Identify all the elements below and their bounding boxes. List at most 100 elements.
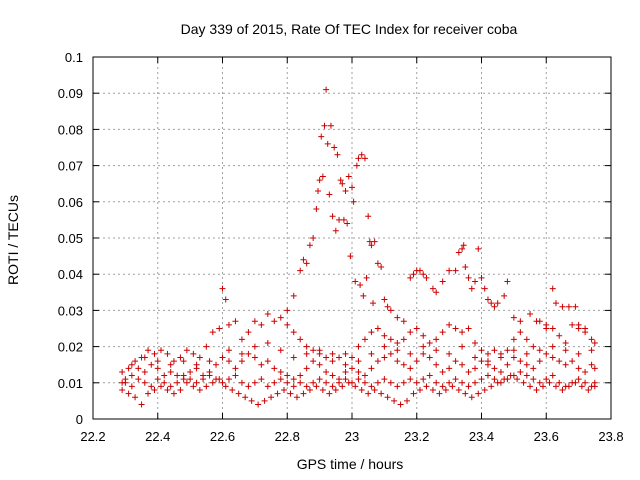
data-point-band-base: [342, 376, 349, 383]
data-point-band-base: [213, 376, 220, 383]
data-point-band-middle: [400, 361, 407, 368]
data-point-band-middle: [588, 361, 595, 368]
y-tick-label: 0.03: [58, 303, 83, 318]
data-point-main-track: [316, 177, 323, 184]
data-point-band-base: [433, 379, 440, 386]
data-point-band-upper: [575, 325, 582, 332]
data-point-main-track: [423, 274, 430, 281]
data-point-band-lower: [527, 383, 534, 390]
data-point-band-middle: [329, 372, 336, 379]
data-point-band-lower: [235, 390, 242, 397]
data-point-main-track: [303, 260, 310, 267]
data-point-band-base: [329, 383, 336, 390]
data-point-band-base: [400, 379, 407, 386]
data-point-band-base: [141, 379, 148, 386]
data-point-main-track: [370, 300, 377, 307]
data-point-band-base: [588, 383, 595, 390]
data-point-main-track: [324, 140, 331, 147]
data-point-band-upper: [209, 329, 216, 336]
data-point-band-mid-high: [484, 358, 491, 365]
data-point-main-track: [472, 278, 479, 285]
y-tick-label: 0.01: [58, 376, 83, 391]
data-point-band-middle: [549, 354, 556, 361]
data-point-band-mid-high: [206, 358, 213, 365]
data-point-main-track: [478, 274, 485, 281]
data-point-band-base: [316, 376, 323, 383]
data-point-band-middle: [258, 361, 265, 368]
x-tick-label: 23.4: [469, 429, 494, 444]
data-point-band-upper: [413, 325, 420, 332]
data-point-main-track: [504, 278, 511, 285]
data-point-band-upper: [164, 350, 171, 357]
data-point-band-middle: [582, 368, 589, 375]
data-point-main-track: [394, 314, 401, 321]
data-point-band-base: [174, 379, 181, 386]
data-point-band-lower: [365, 390, 372, 397]
data-point-band-base: [258, 376, 265, 383]
data-point-band-base: [148, 383, 155, 390]
data-point-band-upper: [484, 350, 491, 357]
y-tick-label: 0.1: [65, 50, 83, 65]
data-point-main-track: [527, 311, 534, 318]
data-point-band-middle: [303, 365, 310, 372]
data-point-band-upper: [368, 329, 375, 336]
data-point-band-lower: [514, 376, 521, 383]
data-point-band-middle: [141, 368, 148, 375]
data-point-band-middle: [213, 361, 220, 368]
data-point-band-base: [355, 376, 362, 383]
data-point-band-base: [361, 379, 368, 386]
data-point-band-middle: [135, 365, 142, 372]
data-point-band-base: [523, 372, 530, 379]
data-point-band-mid-high: [303, 350, 310, 357]
data-point-main-track: [460, 242, 467, 249]
data-point-band-mid-high: [536, 347, 543, 354]
x-tick-label: 22.6: [210, 429, 235, 444]
data-point-main-track: [319, 173, 326, 180]
data-point-band-upper: [472, 339, 479, 346]
data-point-band-base: [446, 379, 453, 386]
data-point-band-upper: [151, 350, 158, 357]
data-point-band-base: [297, 379, 304, 386]
data-point-band-upper: [245, 329, 252, 336]
data-point-main-track: [387, 307, 394, 314]
data-point-band-mid-high: [433, 347, 440, 354]
data-point-band-mid-high: [420, 343, 427, 350]
data-point-main-track: [329, 213, 336, 220]
data-point-band-lower: [287, 390, 294, 397]
data-point-band-base: [206, 372, 213, 379]
data-point-band-mid-high: [277, 347, 284, 354]
data-point-main-track: [433, 289, 440, 296]
data-point-band-mid-high: [575, 350, 582, 357]
data-point-band-middle: [530, 365, 537, 372]
data-point-band-middle: [517, 358, 524, 365]
data-point-main-track: [446, 267, 453, 274]
data-point-band-middle: [167, 368, 174, 375]
data-point-band-middle: [381, 354, 388, 361]
data-point-band-base: [251, 379, 258, 386]
data-point-band-lower: [119, 387, 126, 394]
data-point-main-track: [306, 242, 313, 249]
data-point-band-lower: [293, 394, 300, 401]
y-tick-label: 0.04: [58, 267, 83, 282]
data-point-main-track: [300, 256, 307, 263]
data-point-band-upper: [190, 350, 197, 357]
data-point-main-track: [572, 303, 579, 310]
data-point-main-track: [416, 267, 423, 274]
data-point-main-track: [284, 307, 291, 314]
data-point-band-upper: [132, 358, 139, 365]
data-point-band-mid-high: [523, 350, 530, 357]
data-point-band-lower: [203, 383, 210, 390]
data-point-band-upper: [125, 365, 132, 372]
data-point-band-mid-high: [238, 350, 245, 357]
data-point-band-base: [387, 379, 394, 386]
data-point-band-upper: [310, 347, 317, 354]
data-point-band-mid-high: [342, 361, 349, 368]
data-point-band-middle: [478, 358, 485, 365]
data-point-band-lower: [151, 387, 158, 394]
data-point-band-upper: [582, 329, 589, 336]
data-point-band-mid-high: [446, 350, 453, 357]
data-point-band-middle: [349, 365, 355, 372]
data-point-band-middle: [472, 365, 479, 372]
data-point-band-lower: [520, 379, 527, 386]
data-point-band-middle: [225, 358, 232, 365]
